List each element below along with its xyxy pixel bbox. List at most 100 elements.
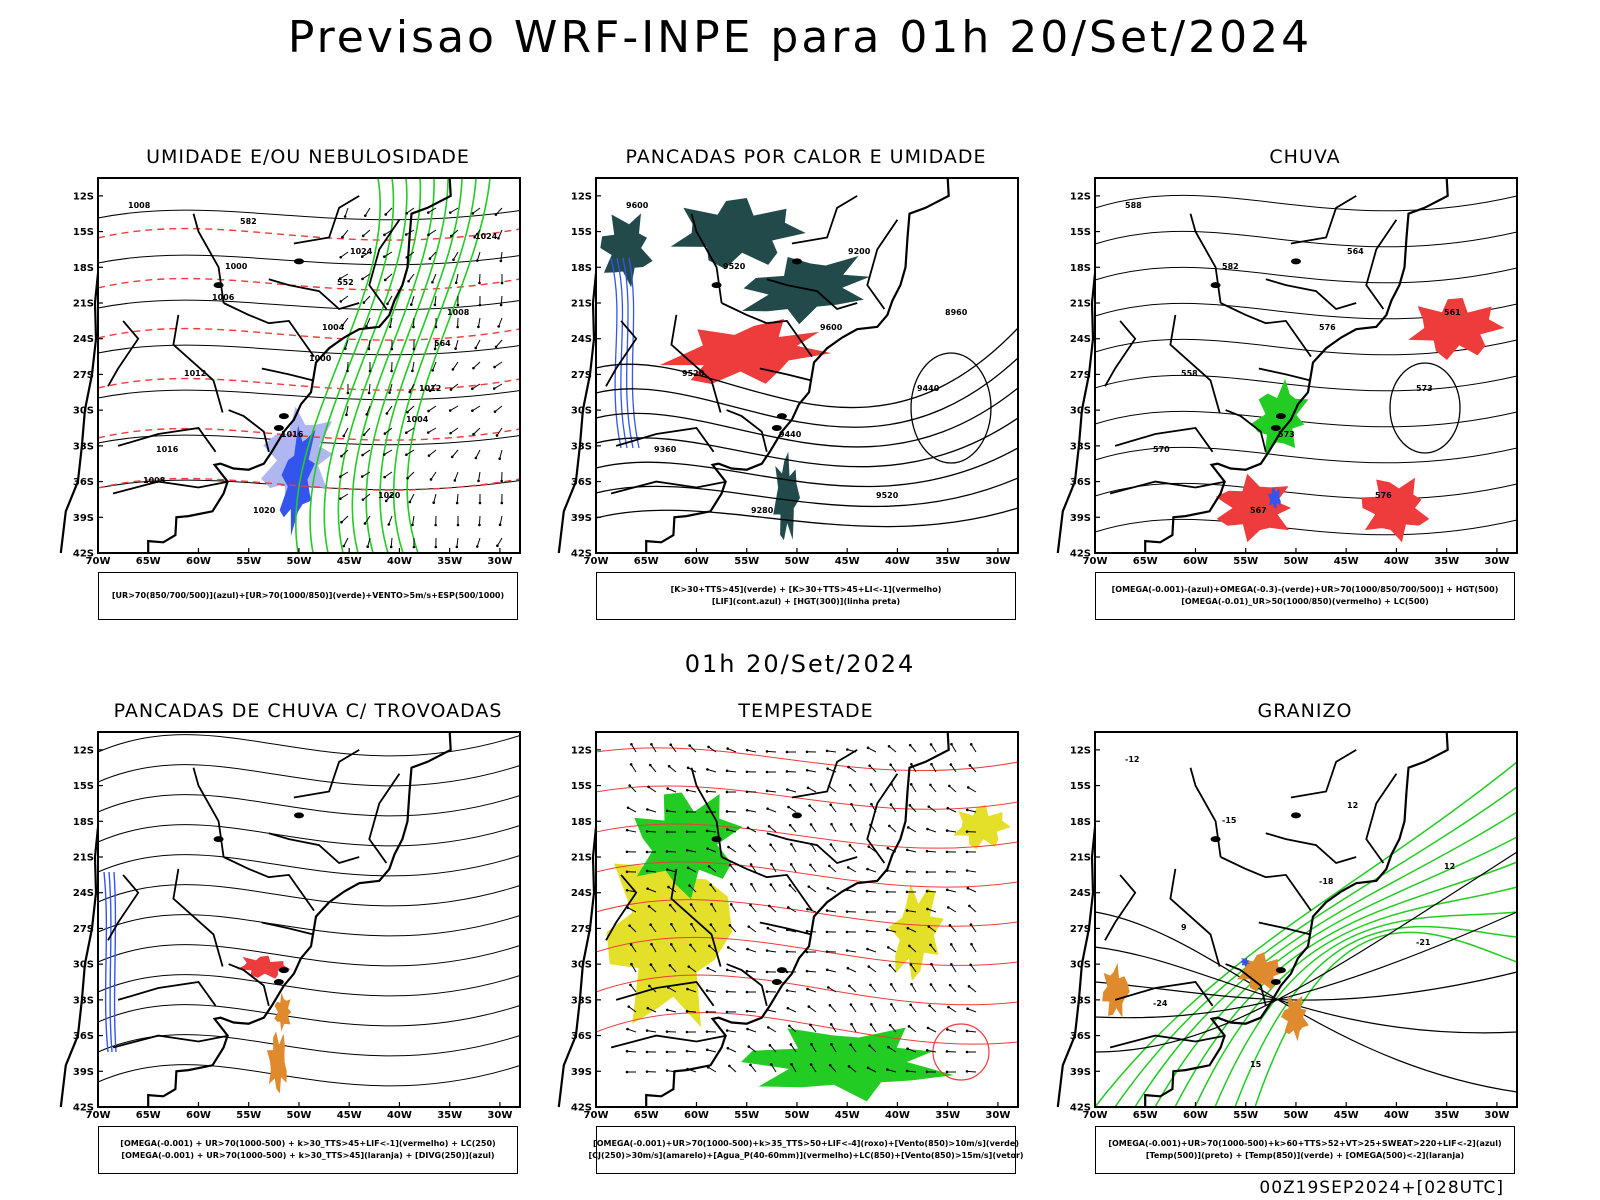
wind-arrow-head (749, 863, 753, 866)
wind-arrow (495, 339, 503, 348)
rain-red (1361, 477, 1430, 543)
wind-arrow-head (965, 869, 969, 872)
wind-arrow (748, 926, 757, 933)
wind-arrow (383, 449, 393, 455)
wind-arrow (450, 207, 459, 214)
wind-arrow-head (846, 866, 850, 869)
wind-arrow-head (869, 1023, 873, 1026)
wind-arrow (768, 825, 777, 833)
lat-tick-label: 21S (571, 853, 592, 864)
lon-tick-label: 70W (1083, 556, 1108, 567)
wind-arrow-head (625, 888, 629, 892)
wind-arrow-head (405, 453, 408, 457)
wind-arrow-head (870, 802, 873, 806)
lat-tick-label: 36S (73, 477, 94, 488)
wind-arrow-head (950, 962, 953, 966)
wind-arrow-head (926, 827, 929, 831)
wind-arrow-head (667, 885, 670, 889)
wind-arrow-head (649, 963, 653, 966)
coastline (557, 731, 950, 1108)
wind-arrow (867, 747, 877, 753)
wind-arrow (708, 746, 717, 753)
wind-arrow (890, 1004, 897, 1013)
state-border (1258, 367, 1311, 382)
lon-tick-label: 45W (337, 1110, 362, 1121)
wind-arrow (384, 229, 393, 236)
wind-arrow-head (926, 1026, 930, 1030)
wind-arrow (687, 849, 697, 853)
panel-legend: [OMEGA(-0.001)+UR>70(1000-500)+k>60+TTS>… (1095, 1126, 1515, 1174)
wind-arrow-head (477, 325, 480, 329)
wind-arrow-head (789, 863, 793, 866)
wind-arrow-head (765, 970, 769, 974)
wind-arrow (789, 824, 797, 833)
lon-tick-label: 60W (684, 1110, 709, 1121)
panel-legend: [OMEGA(-0.001)+UR>70(1000-500)+k>35_TTS>… (588, 1126, 1024, 1174)
wind-arrow-head (707, 745, 710, 749)
wind-arrow-head (472, 432, 475, 436)
wind-arrow (848, 1065, 857, 1073)
state-border (866, 773, 899, 864)
wind-arrow (386, 405, 393, 414)
wind-arrow (455, 273, 459, 283)
wind-arrow-head (665, 850, 669, 853)
map-panel-3: 58858257657357056756456155857357612S15S1… (1056, 177, 1518, 567)
wind-arrow (449, 405, 459, 411)
black-contour (1094, 946, 1518, 1034)
wind-arrow-head (929, 783, 932, 787)
wind-arrow (967, 870, 977, 873)
wind-arrow-head (500, 479, 503, 483)
wind-arrow (368, 383, 371, 394)
wind-arrow (690, 944, 697, 953)
wind-arrow (456, 537, 459, 547)
wind-arrow-head (454, 281, 458, 285)
contour-label: 12 (1444, 862, 1455, 871)
wind-arrow (891, 783, 897, 793)
lake-mark (1275, 967, 1286, 974)
wind-arrow (850, 1044, 857, 1053)
wind-arrow-head (455, 545, 459, 549)
wind-arrow-head (389, 545, 393, 549)
wind-arrow (970, 924, 977, 933)
wind-arrow (451, 449, 459, 458)
instability-red (659, 319, 832, 385)
wind-arrow (827, 910, 837, 913)
wind-arrow-head (367, 391, 371, 395)
wind-arrow (931, 963, 937, 973)
wind-arrow-head (706, 847, 709, 850)
state-border (268, 278, 360, 311)
lat-tick-label: 12S (73, 191, 94, 202)
wind-arrow (710, 884, 717, 893)
lon-tick-label: 35W (1434, 1110, 1459, 1121)
wind-arrow (849, 784, 857, 793)
wind-arrow (810, 864, 817, 873)
wind-arrow-head (767, 824, 771, 828)
wind-arrow-head (685, 1049, 689, 1053)
wind-arrow-head (765, 750, 769, 753)
wind-arrow (476, 537, 481, 547)
wind-arrow-head (706, 768, 709, 771)
wind-arrow (500, 251, 503, 261)
wind-arrow-head (625, 1049, 629, 1053)
wind-arrow-head (669, 943, 673, 946)
lat-tick-label: 21S (73, 299, 94, 310)
lat-tick-label: 18S (1070, 817, 1091, 828)
lon-tick-label: 40W (885, 556, 910, 567)
isobars-line (97, 389, 521, 401)
wind-arrow (909, 744, 917, 753)
lon-tick-label: 70W (1083, 1110, 1108, 1121)
wind-arrow-head (340, 520, 343, 524)
wind-arrow (497, 229, 503, 239)
main-title: Previsao WRF-INPE para 01h 20/Set/2024 (287, 12, 1313, 63)
contour-label: -12 (1125, 755, 1139, 764)
divg-contour (103, 871, 109, 1053)
wind-arrow (947, 830, 957, 833)
contour-labels: 1008 1000 1004 1012 1016 1020 1024 1008 1012 1016… (128, 201, 498, 515)
lon-tick-label: 65W (634, 1110, 659, 1121)
streamlines-250-line (97, 764, 521, 787)
wind-arrow (727, 969, 737, 973)
lat-tick-label: 15S (1070, 781, 1091, 792)
contour-label: 12 (1347, 801, 1358, 810)
